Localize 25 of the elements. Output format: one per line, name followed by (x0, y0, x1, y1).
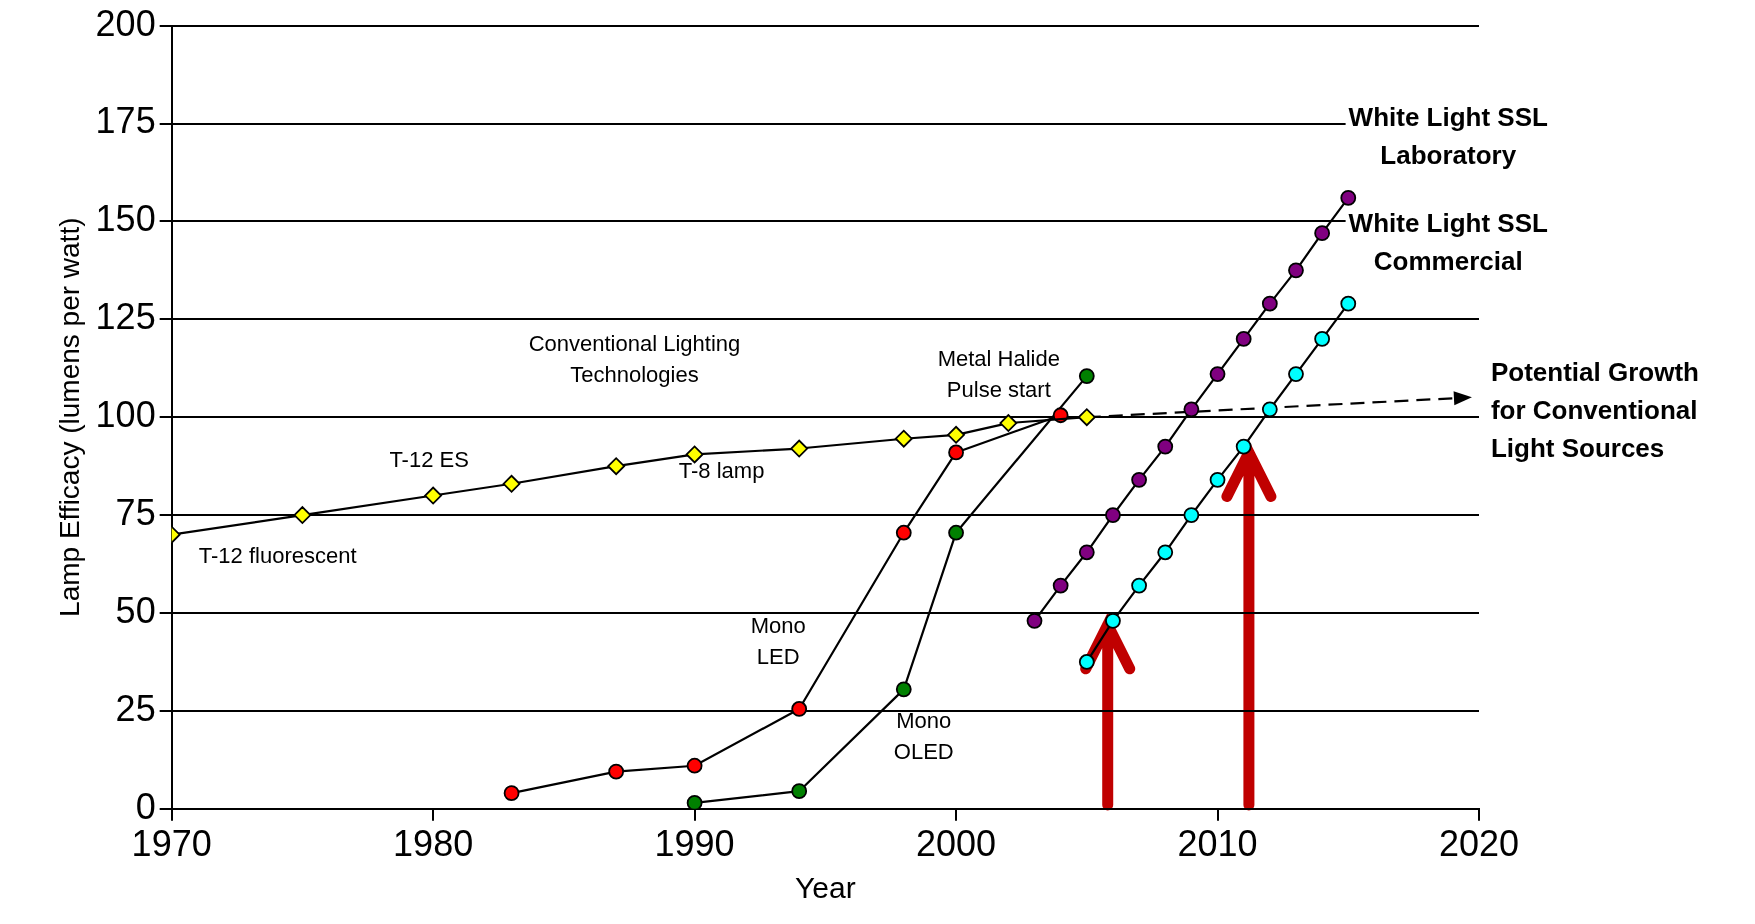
y-tick-label: 150 (95, 198, 156, 240)
y-tick-label: 100 (95, 394, 156, 436)
x-tick-label: 2020 (1438, 823, 1520, 865)
x-tick-label: 1980 (393, 823, 474, 865)
annotation: T-8 lamp (678, 458, 765, 484)
series-label: White Light SSL Laboratory (1348, 102, 1549, 171)
y-tick-label: 50 (115, 589, 156, 631)
annotation: Mono LED (750, 612, 806, 669)
annotation: T-12 ES (389, 446, 469, 472)
series-label: White Light SSL Commercial (1348, 207, 1549, 276)
y-tick-label: 175 (95, 100, 156, 142)
x-tick-label: 2000 (916, 823, 997, 865)
annotation: T-12 fluorescent (198, 542, 357, 568)
series-label: Potential Growth for Conventional Light Sources (1490, 356, 1699, 463)
y-tick-label: 75 (115, 492, 156, 534)
x-axis-title: Year (795, 871, 856, 905)
y-tick-label: 200 (95, 2, 156, 44)
annotation: Conventional Lighting Technologies (528, 331, 741, 388)
annotation: Mono OLED (893, 707, 954, 764)
x-tick-label: 2010 (1177, 823, 1258, 865)
y-tick-label: 25 (115, 687, 156, 729)
x-tick-label: 1990 (654, 823, 735, 865)
annotation: Metal Halide Pulse start (937, 345, 1060, 402)
y-axis-title: Lamp Efficacy (lumens per watt) (53, 217, 85, 617)
y-tick-label: 125 (95, 296, 156, 338)
